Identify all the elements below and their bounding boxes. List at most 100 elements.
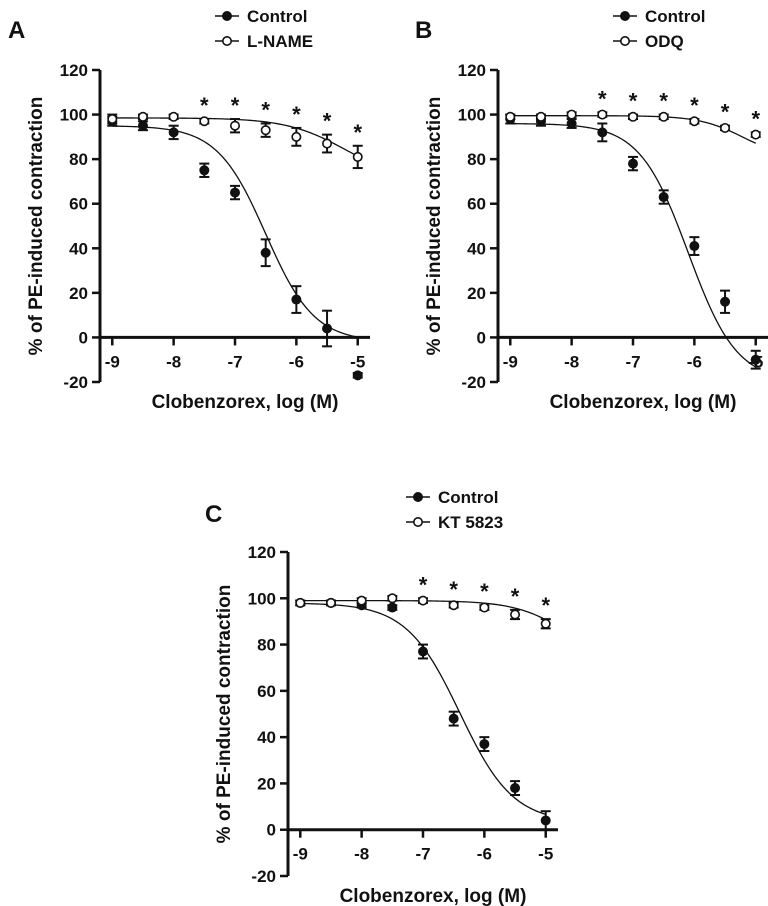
significance-star: *	[598, 86, 607, 111]
data-point-treatment	[356, 595, 367, 606]
panel-c: C -20 0 20 40 60 80 100 120 -9 -8 -7 -6 -5 Clobenzorex…	[205, 488, 558, 906]
y-tick-label: 60	[467, 195, 486, 214]
panel-letter: C	[205, 501, 222, 528]
data-point-control	[658, 192, 669, 203]
significance-star: *	[480, 579, 489, 604]
y-tick-label: 20	[467, 284, 486, 303]
y-axis-title: % of PE-induced contraction	[214, 585, 235, 844]
data-point-control	[720, 296, 731, 307]
y-tick-label: 60	[257, 682, 276, 701]
data-point-treatment	[322, 138, 333, 149]
legend-label: ODQ	[645, 32, 684, 51]
significance-star: *	[751, 106, 760, 131]
data-point-control	[199, 165, 210, 176]
data-point-treatment	[325, 597, 336, 608]
y-tick-label: -20	[461, 373, 486, 392]
data-point-treatment	[597, 109, 608, 120]
x-tick-label: -9	[105, 352, 120, 371]
significance-star: *	[292, 102, 301, 127]
significance-star: *	[541, 593, 550, 618]
legend-marker	[619, 11, 630, 21]
y-tick-label: 40	[69, 239, 88, 258]
x-tick-label: -6	[477, 845, 492, 864]
significance-star: *	[261, 97, 270, 122]
data-point-control	[540, 815, 551, 826]
data-point-treatment	[260, 125, 271, 136]
data-point-treatment	[505, 111, 516, 122]
data-point-control	[448, 713, 459, 724]
significance-star: *	[449, 577, 458, 602]
data-point-control	[479, 739, 490, 750]
x-tick-label: -6	[687, 352, 702, 371]
y-tick-label: 20	[69, 284, 88, 303]
data-point-control	[417, 646, 428, 657]
y-tick-label: -20	[63, 373, 88, 392]
data-point-control	[597, 127, 608, 138]
fit-curve-control	[300, 602, 546, 815]
x-tick-label: -7	[415, 845, 430, 864]
data-point-treatment	[230, 120, 241, 131]
data-point-control	[627, 158, 638, 169]
panel-letter: B	[415, 17, 432, 44]
legend-marker	[619, 35, 630, 46]
data-point-treatment	[510, 609, 521, 620]
data-point-treatment	[658, 111, 669, 122]
y-tick-label: 80	[69, 150, 88, 169]
x-tick-label: -7	[625, 352, 640, 371]
significance-star: *	[419, 572, 428, 597]
x-tick-label: -7	[227, 352, 242, 371]
data-point-control	[689, 241, 700, 252]
fit-curve-control	[510, 123, 757, 368]
data-point-control	[387, 602, 398, 613]
significance-star: *	[659, 89, 668, 114]
legend-marker	[222, 11, 233, 21]
data-point-control	[168, 127, 179, 138]
significance-star: *	[721, 100, 730, 125]
y-tick-label: 100	[248, 589, 276, 608]
legend-label: Control	[247, 7, 307, 26]
y-tick-label: 80	[467, 150, 486, 169]
significance-star: *	[690, 93, 699, 118]
x-tick-label: -8	[354, 845, 369, 864]
data-point-control	[352, 370, 363, 381]
data-point-treatment	[168, 111, 179, 122]
data-point-control	[260, 247, 271, 258]
legend-label: L-NAME	[247, 32, 313, 51]
legend-marker	[412, 491, 423, 502]
y-tick-label: 0	[79, 328, 88, 347]
y-tick-label: 120	[458, 61, 486, 80]
x-tick-label: -8	[166, 352, 181, 371]
legend-label: Control	[438, 488, 498, 507]
y-axis-title: % of PE-induced contraction	[424, 97, 445, 356]
data-point-treatment	[291, 131, 302, 142]
data-point-control	[322, 323, 333, 334]
panel-a: A -20 0 20 40 60 80 100 120 -9 -8 -7 -6 -5 Clobenzorex…	[8, 7, 370, 413]
y-axis-title: % of PE-induced contraction	[26, 97, 47, 356]
data-point-treatment	[199, 116, 210, 127]
x-tick-label: -9	[503, 352, 518, 371]
data-point-treatment	[137, 111, 148, 122]
data-point-treatment	[295, 597, 306, 608]
y-tick-label: 100	[60, 106, 88, 125]
significance-star: *	[323, 109, 332, 134]
significance-star: *	[200, 93, 209, 118]
x-tick-label: -6	[289, 352, 304, 371]
data-point-control	[566, 118, 577, 129]
data-point-treatment	[387, 593, 398, 604]
data-point-control	[750, 354, 761, 365]
y-tick-label: 120	[60, 61, 88, 80]
significance-star: *	[231, 93, 240, 118]
y-tick-label: 80	[257, 636, 276, 655]
data-point-control	[137, 120, 148, 131]
data-point-treatment	[689, 116, 700, 127]
panel-b: B-20020406080100120-9-8-7-6-5Clobenzorex…	[415, 7, 768, 413]
x-axis-title: Clobenzorex, log (M)	[152, 392, 339, 413]
data-point-treatment	[566, 109, 577, 120]
y-tick-label: 40	[467, 239, 486, 258]
legend-label: Control	[645, 7, 705, 26]
data-point-treatment	[448, 600, 459, 611]
legend-marker	[412, 516, 423, 527]
data-point-treatment	[107, 114, 118, 125]
data-point-control	[291, 294, 302, 305]
